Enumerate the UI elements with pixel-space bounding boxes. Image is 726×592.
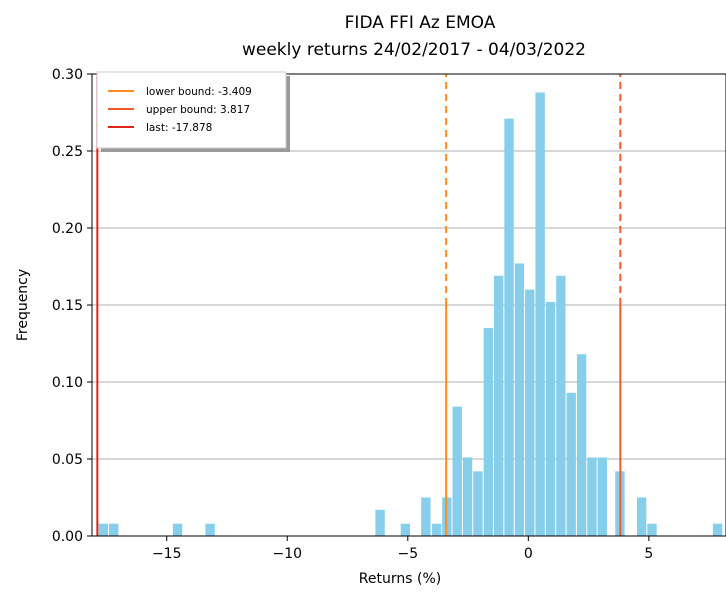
- y-tick-label: 0.15: [52, 298, 83, 314]
- histogram-bar: [452, 406, 462, 536]
- legend: lower bound: -3.409 upper bound: 3.817 las…: [96, 71, 290, 152]
- histogram-bar: [375, 509, 385, 536]
- y-tick-label: 0.05: [52, 452, 83, 468]
- legend-entry-label: last: -17.878: [146, 122, 212, 134]
- histogram-bar: [556, 275, 566, 536]
- histogram-bar: [98, 523, 109, 536]
- histogram-bar: [483, 328, 493, 536]
- x-tick-label: −15: [152, 546, 182, 562]
- histogram-bar: [525, 289, 535, 536]
- histogram-bar: [535, 92, 545, 536]
- chart-title: FIDA FFI Az EMOA: [345, 13, 496, 33]
- histogram-bar: [566, 392, 576, 536]
- legend-entry-label: upper bound: 3.817: [146, 104, 250, 116]
- histogram-bar: [400, 523, 411, 536]
- histogram-bar: [597, 457, 608, 536]
- y-tick-label: 0.00: [52, 529, 83, 545]
- histogram-bar: [576, 354, 587, 536]
- x-tick-label: −5: [397, 546, 418, 562]
- x-tick-label: 5: [644, 546, 653, 562]
- legend-entry-label: lower bound: -3.409: [146, 86, 252, 98]
- histogram-bar: [647, 523, 657, 536]
- y-tick-label: 0.25: [52, 144, 83, 160]
- histogram-bar: [473, 471, 483, 536]
- histogram-bar: [109, 523, 119, 536]
- y-axis-label: Frequency: [15, 269, 31, 341]
- histogram-bar: [421, 497, 431, 536]
- histogram-bar: [712, 523, 723, 536]
- histogram-bar: [514, 263, 525, 536]
- x-tick-label: 0: [524, 546, 533, 562]
- histogram-bar: [172, 523, 183, 536]
- axis-ticks: 0.00 0.05 0.10 0.15 0.20 0.25 0.30 −15 −10 −5 0 5: [52, 67, 653, 562]
- histogram-bar: [432, 523, 442, 536]
- threshold-lines: [96, 74, 622, 536]
- histogram-bar: [587, 457, 597, 536]
- histogram-bar: [493, 275, 504, 536]
- chart-subtitle: weekly returns 24/02/2017 - 04/03/2022: [242, 40, 586, 60]
- x-tick-label: −10: [272, 546, 302, 562]
- histogram-bar: [636, 497, 647, 536]
- histogram-bars: [98, 92, 723, 536]
- histogram-bar: [205, 523, 215, 536]
- y-tick-label: 0.20: [52, 221, 83, 237]
- histogram-bar: [504, 118, 514, 536]
- y-tick-label: 0.10: [52, 375, 83, 391]
- histogram-bar: [545, 301, 556, 536]
- y-tick-label: 0.30: [52, 67, 83, 83]
- histogram-bar: [462, 457, 473, 536]
- x-axis-label: Returns (%): [359, 571, 441, 587]
